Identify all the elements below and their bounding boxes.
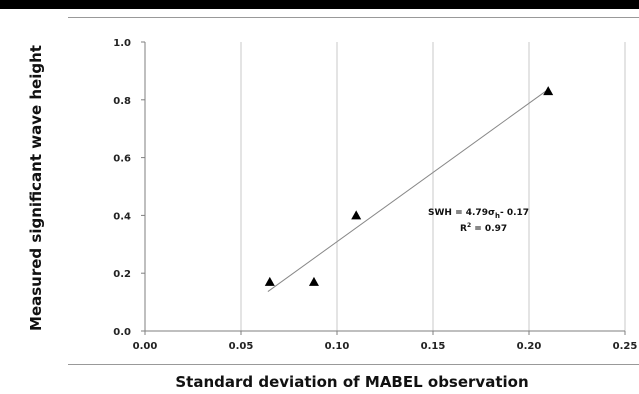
data-points <box>264 86 554 286</box>
gridlines <box>240 42 626 331</box>
data-point-marker <box>543 86 554 96</box>
tick-labels: 0.00 0.05 0.10 0.15 0.20 0.25 0.0 0.2 0.4 0.6 0.8 1… <box>113 38 637 352</box>
x-tick-label: 0.15 <box>421 341 446 352</box>
data-point-marker <box>308 276 319 286</box>
y-tick-label: 0.2 <box>113 269 131 280</box>
x-tick-label: 0.10 <box>325 341 350 352</box>
y-tick-label: 0.4 <box>113 211 131 222</box>
regression-equation: SWH = 4.79σh- 0.17 <box>428 208 529 220</box>
x-tick-label: 0.05 <box>229 341 254 352</box>
x-tick-label: 0.20 <box>517 341 542 352</box>
x-tick-label: 0.25 <box>613 341 638 352</box>
data-point-marker <box>351 210 362 220</box>
y-tick-label: 0.6 <box>113 154 131 165</box>
y-tick-label: 0.8 <box>113 96 131 107</box>
trendline-group <box>267 89 549 292</box>
regression-line <box>267 89 549 292</box>
axes <box>141 41 626 335</box>
top-divider <box>68 17 639 18</box>
y-tick-label: 0.0 <box>113 327 131 338</box>
y-tick-label: 1.0 <box>113 38 131 49</box>
header-bar <box>0 0 639 9</box>
bottom-divider <box>68 364 639 365</box>
data-point-marker <box>264 276 275 286</box>
x-axis-title: Standard deviation of MABEL observation <box>175 373 528 391</box>
y-axis-title: Measured significant wave height <box>27 45 45 331</box>
r-squared-label: R2 = 0.97 <box>460 222 507 234</box>
x-tick-label: 0.00 <box>133 341 158 352</box>
